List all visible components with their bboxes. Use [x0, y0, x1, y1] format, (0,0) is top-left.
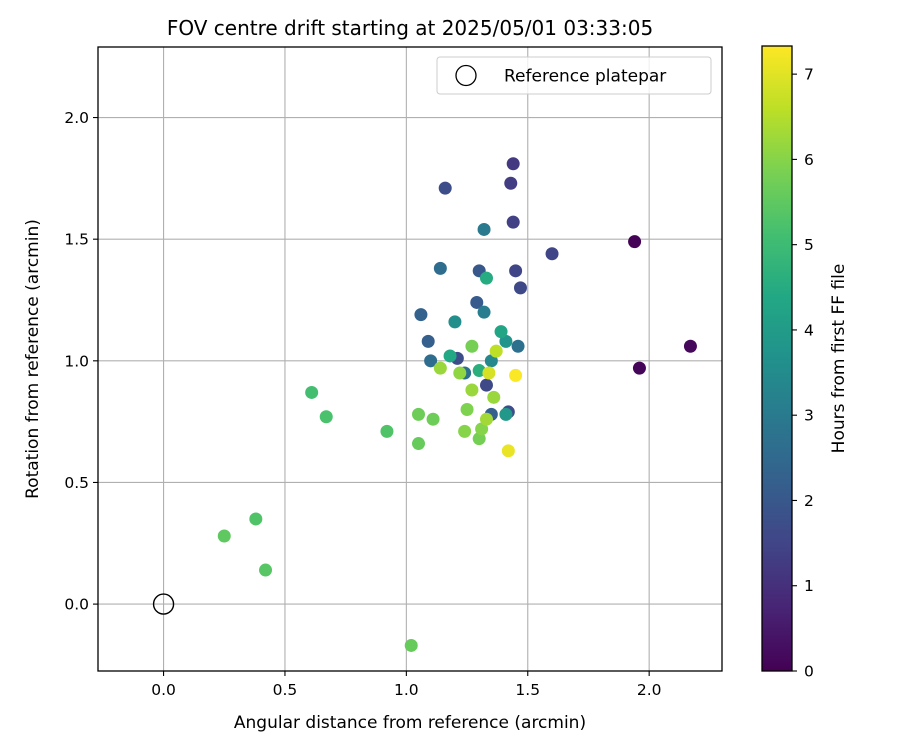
y-tick-label: 1.5	[64, 231, 89, 249]
x-tick-label: 0.0	[151, 681, 176, 699]
data-point	[424, 354, 438, 368]
data-point	[482, 366, 496, 380]
data-point	[484, 354, 498, 368]
data-point	[506, 215, 520, 229]
data-point	[477, 222, 491, 236]
x-tick-label: 1.0	[394, 681, 419, 699]
data-point	[472, 432, 486, 446]
data-point	[545, 247, 559, 261]
reference-point	[152, 593, 175, 615]
colorbar-tick-label: 3	[804, 407, 814, 425]
data-point	[506, 157, 520, 171]
x-tick-label: 2.0	[637, 681, 662, 699]
data-point	[511, 339, 525, 353]
data-point	[217, 529, 231, 543]
data-point	[443, 349, 457, 363]
legend: Reference platepar	[436, 56, 712, 95]
data-point	[421, 334, 435, 348]
data-point	[404, 638, 418, 652]
data-point	[479, 378, 493, 392]
data-point	[509, 264, 523, 278]
x-tick-label: 0.5	[273, 681, 298, 699]
data-point	[319, 410, 333, 424]
data-point	[433, 261, 447, 275]
x-tick-label: 1.5	[515, 681, 540, 699]
data-point	[475, 422, 489, 436]
y-tick-label: 1.0	[64, 352, 89, 370]
y-tick-label: 0.5	[64, 474, 89, 492]
data-point	[305, 385, 319, 399]
legend-box	[436, 56, 712, 95]
y-axis-label: Rotation from reference (arcmin)	[23, 219, 43, 499]
data-point	[494, 325, 508, 339]
y-tick-label: 0.0	[64, 596, 89, 614]
data-point	[683, 339, 697, 353]
colorbar-tick-label: 4	[804, 321, 814, 339]
data-point	[628, 235, 642, 249]
data-point	[513, 281, 527, 295]
data-point	[479, 412, 493, 426]
data-point	[632, 361, 646, 375]
legend-marker-circle	[455, 64, 477, 87]
data-point	[458, 424, 472, 438]
data-point	[438, 181, 452, 195]
colorbar-tick-label: 2	[804, 492, 814, 510]
data-point	[460, 402, 474, 416]
data-point	[448, 315, 462, 329]
data-point	[411, 437, 425, 451]
chart-title: FOV centre drift starting at 2025/05/01 …	[167, 16, 653, 40]
data-point	[479, 271, 493, 285]
data-point	[411, 407, 425, 421]
y-tick-label: 2.0	[64, 109, 89, 127]
data-point	[499, 407, 513, 421]
data-point	[499, 334, 513, 348]
grid-layer	[98, 47, 722, 671]
colorbar-gradient	[762, 46, 792, 671]
colorbar-tick-label: 6	[804, 151, 814, 169]
data-point	[426, 412, 440, 426]
data-point	[465, 383, 479, 397]
data-point	[433, 361, 447, 375]
data-point	[414, 308, 428, 322]
data-point	[470, 295, 484, 309]
data-point	[472, 364, 486, 378]
legend-entry-label: Reference platepar	[504, 67, 666, 87]
data-point	[380, 424, 394, 438]
data-point	[487, 390, 501, 404]
data-point	[249, 512, 263, 526]
colorbar-tick-label: 7	[804, 66, 814, 84]
data-point	[501, 444, 515, 458]
plot-frame	[97, 46, 723, 672]
data-point	[477, 305, 491, 319]
data-point	[453, 366, 467, 380]
colorbar-ticks: 0 1 2 3 4 5 6 7	[792, 66, 814, 681]
points-layer	[152, 157, 697, 652]
colorbar-tick-label: 5	[804, 236, 814, 254]
data-point	[509, 368, 523, 382]
data-point	[465, 339, 479, 353]
colorbar-frame	[761, 45, 793, 672]
colorbar-tick-label: 1	[804, 577, 814, 595]
colorbar: 0 1 2 3 4 5 6 7 Hours from first FF file	[761, 45, 849, 681]
ticks-layer: 0.0 0.5 1.0 1.5 2.0 0.0 0.5 1.0 1.5 2.0	[64, 109, 661, 699]
data-point	[504, 176, 518, 190]
colorbar-tick-label: 0	[804, 663, 814, 681]
x-axis-label: Angular distance from reference (arcmin)	[234, 713, 586, 733]
data-point	[489, 344, 503, 358]
colorbar-label: Hours from first FF file	[829, 264, 849, 454]
data-point	[259, 563, 273, 577]
